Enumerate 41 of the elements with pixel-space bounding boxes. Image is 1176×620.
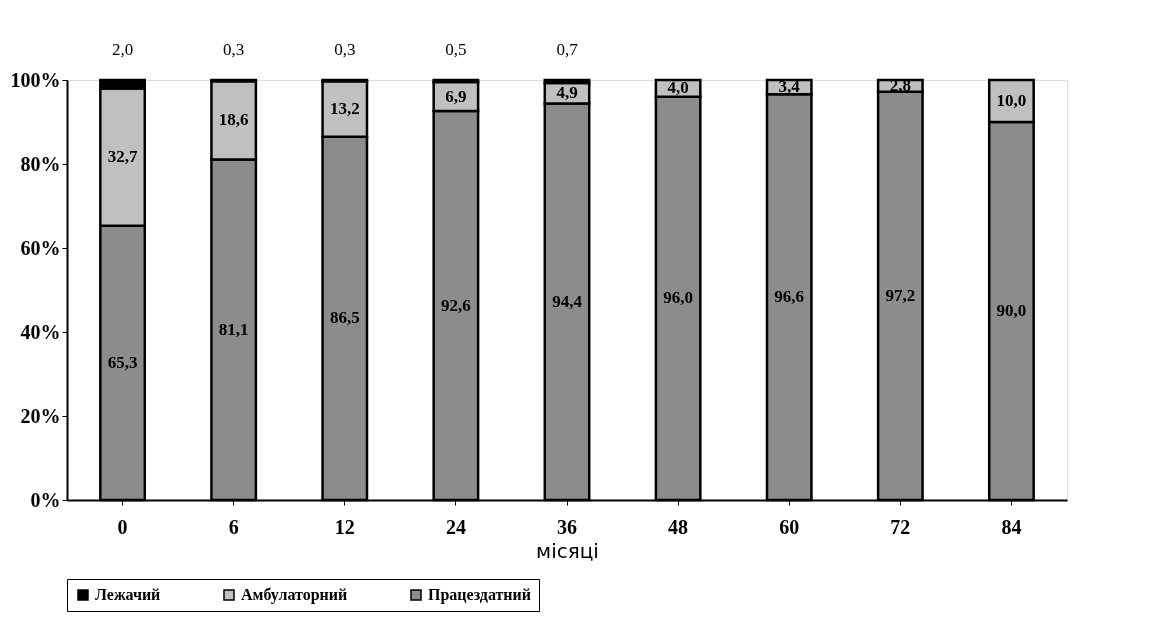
legend-label: Працездатний — [428, 586, 531, 604]
x-tick-label: 24 — [445, 515, 466, 538]
x-tick-label: 12 — [334, 515, 355, 538]
y-tick-label: 40% — [20, 320, 61, 343]
data-label: 10,0 — [996, 91, 1027, 110]
data-label: 3,4 — [778, 77, 801, 97]
x-tick-label: 84 — [1001, 515, 1022, 538]
data-label: 94,4 — [552, 291, 583, 311]
data-label: 4,9 — [556, 83, 578, 103]
data-label: 86,5 — [329, 308, 360, 328]
data-label: 0,3 — [223, 40, 245, 59]
legend-label: Лежачий — [95, 586, 161, 603]
data-label: 4,0 — [667, 78, 689, 98]
data-label: 32,7 — [107, 147, 138, 167]
data-label: 90,0 — [996, 301, 1027, 320]
data-label: 13,2 — [329, 98, 360, 118]
data-label: 0,5 — [445, 40, 467, 59]
data-label: 92,6 — [441, 295, 471, 315]
y-tick-label: 80% — [20, 152, 61, 175]
data-label: 96,0 — [663, 288, 693, 308]
data-label: 2,0 — [111, 40, 134, 59]
data-label: 97,2 — [885, 285, 916, 305]
x-tick-label: 36 — [557, 515, 577, 538]
data-label: 18,6 — [218, 110, 249, 130]
x-tick-label: 72 — [890, 515, 911, 538]
data-label: 6,9 — [445, 86, 467, 106]
x-tick-label: 6 — [228, 515, 239, 538]
y-tick-label: 60% — [20, 236, 61, 259]
x-tick-label: 48 — [668, 515, 689, 538]
y-tick-label: 20% — [20, 404, 61, 427]
x-tick-label: 60 — [779, 515, 800, 538]
data-label: 65,3 — [107, 352, 138, 372]
x-axis-title: місяці — [536, 538, 599, 563]
y-tick-label: 0% — [30, 488, 61, 511]
data-label: 0,3 — [334, 40, 356, 59]
data-label: 81,1 — [218, 319, 249, 339]
data-label: 0,7 — [556, 40, 579, 59]
data-label: 96,6 — [774, 287, 805, 307]
legend-label: Амбулаторний — [241, 586, 348, 604]
y-tick-label: 100% — [10, 68, 61, 91]
x-tick-label: 0 — [117, 515, 128, 538]
